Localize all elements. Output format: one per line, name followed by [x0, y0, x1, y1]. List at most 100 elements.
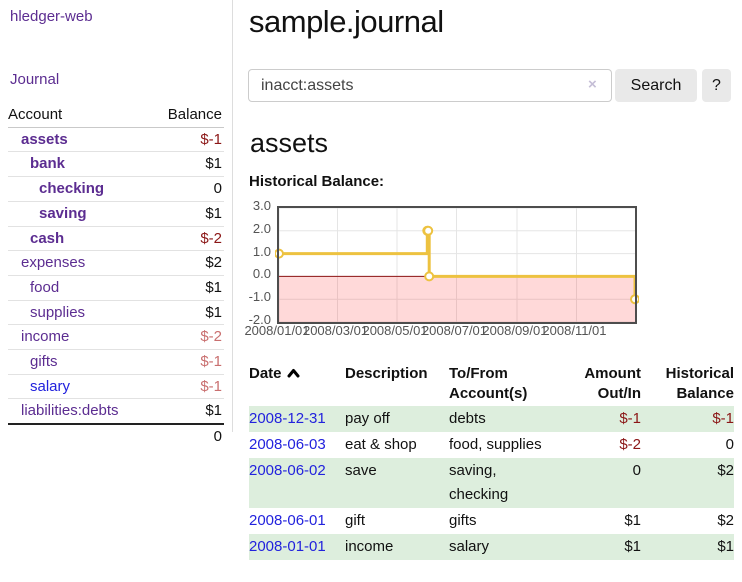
register-row: 2008-06-02 save saving, checking 0 $2: [249, 458, 734, 508]
transaction-description: eat & shop: [345, 436, 417, 453]
accounts-header-account: Account: [8, 103, 152, 128]
y-axis-tick-label: -1.0: [248, 289, 271, 305]
account-balance: $-1: [200, 130, 222, 148]
x-axis-tick-label: 2008/03/01: [302, 323, 369, 338]
account-balance: $1: [151, 274, 224, 301]
register-header-description: Description: [345, 365, 428, 382]
transaction-amount: $-1: [619, 410, 641, 427]
account-balance: $-2: [151, 324, 224, 350]
transaction-balance: $1: [717, 538, 734, 555]
register-header-date: Date: [249, 362, 345, 406]
account-row-liabilities-debts: liabilities:debts $1: [8, 398, 224, 425]
account-link-liabilities-debts[interactable]: liabilities:debts: [21, 402, 119, 420]
transaction-date-link[interactable]: 2008-06-01: [249, 512, 326, 529]
account-balance: $-1: [151, 373, 224, 399]
y-axis-tick-label: 2.0: [252, 220, 271, 236]
x-axis-tick-label: 2008/09/01: [482, 323, 548, 338]
account-row-checking: checking 0: [8, 176, 224, 202]
chart-heading: Historical Balance:: [249, 173, 385, 190]
account-link-gifts[interactable]: gifts: [30, 353, 58, 371]
transaction-balance: $2: [717, 462, 734, 479]
account-row-bank: bank $1: [8, 151, 224, 177]
register-row: 2008-01-01 income salary $1 $1: [249, 534, 734, 560]
search-input[interactable]: [248, 69, 612, 102]
transaction-accounts: gifts: [449, 512, 477, 529]
account-row-assets: assets $-1: [8, 127, 224, 152]
page-title: sample.journal: [249, 4, 444, 39]
account-row-expenses: expenses $2: [8, 250, 224, 276]
transaction-date-link[interactable]: 2008-12-31: [249, 410, 326, 427]
register-table: Date Description To/From Account(s) Amou…: [249, 362, 734, 560]
account-balance: $-1: [151, 349, 224, 375]
account-row-salary: salary $-1: [8, 373, 224, 399]
transaction-date-link[interactable]: 2008-01-01: [249, 538, 326, 555]
account-row-food: food $1: [8, 274, 224, 301]
brand-link[interactable]: hledger-web: [10, 8, 93, 25]
x-axis-tick-label: 2008/11/01: [542, 323, 607, 338]
register-header-accounts: To/From Account(s): [449, 365, 528, 402]
account-row-supplies: supplies $1: [8, 299, 224, 325]
accounts-table: Account Balance assets $-1 bank $1 check…: [8, 103, 224, 449]
account-row-cash: cash $-2: [8, 225, 224, 251]
chart-plot-area[interactable]: [275, 204, 639, 326]
x-axis-tick-label: 2008/05/01: [362, 323, 428, 338]
y-axis-tick-label: 0.0: [252, 266, 271, 282]
sort-ascending-icon: [287, 364, 300, 384]
sidebar-divider: [232, 0, 233, 432]
register-row: 2008-06-01 gift gifts $1 $2: [249, 508, 734, 534]
account-link-cash[interactable]: cash: [30, 229, 65, 247]
account-link-salary[interactable]: salary: [30, 377, 71, 395]
transaction-accounts: debts: [449, 410, 486, 427]
transaction-amount: $1: [624, 538, 641, 555]
transaction-date-link[interactable]: 2008-06-02: [249, 462, 326, 479]
account-link-checking[interactable]: checking: [39, 180, 105, 198]
transaction-description: pay off: [345, 410, 390, 427]
transaction-accounts: saving, checking: [449, 462, 509, 503]
account-row-income: income $-2: [8, 324, 224, 350]
balance-chart[interactable]: $ 3.02.01.00.0-1.0-2.02008/01/012008/03/…: [243, 199, 742, 345]
register-header-amount: Amount Out/In: [584, 365, 641, 402]
accounts-header-balance: Balance: [151, 103, 224, 128]
x-axis-tick-label: 2008/07/01: [421, 323, 488, 338]
account-balance: $1: [151, 200, 224, 227]
accounts-total-balance: 0: [151, 423, 224, 449]
transaction-amount: $-2: [619, 436, 641, 453]
account-link-bank[interactable]: bank: [30, 155, 66, 173]
register-header-row: Date Description To/From Account(s) Amou…: [249, 362, 734, 406]
sidebar-item-journal[interactable]: Journal: [10, 71, 60, 88]
account-balance: $1: [151, 299, 224, 325]
transaction-accounts: salary: [449, 538, 490, 555]
y-axis-tick-label: 1.0: [252, 243, 271, 259]
account-row-saving: saving $1: [8, 200, 224, 227]
account-row-gifts: gifts $-1: [8, 349, 224, 375]
help-button[interactable]: ?: [702, 69, 731, 102]
account-link-income[interactable]: income: [21, 328, 70, 346]
register-row: 2008-06-03 eat & shop food, supplies $-2…: [249, 432, 734, 458]
account-balance: 0: [151, 176, 224, 202]
account-link-assets[interactable]: assets: [21, 130, 68, 148]
account-link-supplies[interactable]: supplies: [30, 303, 86, 321]
transaction-description: gift: [345, 512, 366, 529]
account-balance: $1: [151, 398, 224, 425]
account-link-saving[interactable]: saving: [39, 204, 87, 222]
transaction-date-link[interactable]: 2008-06-03: [249, 436, 326, 453]
transaction-balance: $-1: [712, 410, 734, 427]
transaction-accounts: food, supplies: [449, 436, 542, 453]
account-balance: $-2: [151, 225, 224, 251]
accounts-total-row: 0: [8, 423, 224, 449]
search-button[interactable]: Search: [615, 69, 697, 102]
account-heading: assets: [250, 128, 329, 158]
transaction-amount: $1: [624, 512, 641, 529]
transaction-description: save: [345, 462, 377, 479]
transaction-description: income: [345, 538, 394, 555]
account-link-expenses[interactable]: expenses: [21, 254, 86, 272]
transaction-balance: $2: [717, 512, 734, 529]
register-header-balance: Historical Balance: [665, 365, 734, 402]
account-link-food[interactable]: food: [30, 278, 60, 296]
transaction-amount: 0: [632, 462, 641, 479]
account-balance: $2: [151, 250, 224, 276]
transaction-balance: 0: [725, 436, 734, 453]
register-row: 2008-12-31 pay off debts $-1 $-1: [249, 406, 734, 432]
y-axis-tick-label: 3.0: [252, 198, 271, 213]
clear-search-icon[interactable]: ×: [588, 76, 597, 93]
